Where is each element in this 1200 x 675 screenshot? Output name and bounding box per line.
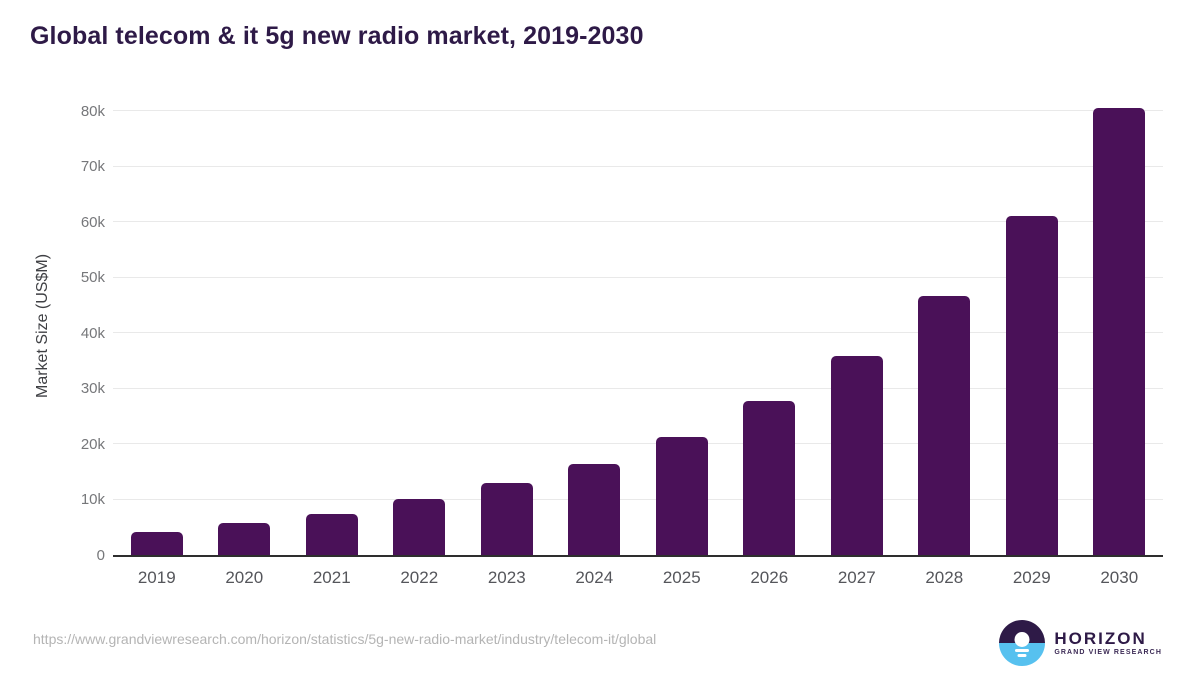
logo-brand: HORIZON — [1054, 629, 1147, 648]
bar-slot-2029 — [988, 95, 1076, 555]
bar-slot-2019 — [113, 95, 201, 555]
bar-slot-2020 — [201, 95, 289, 555]
gridline — [113, 165, 1163, 167]
bar-2029[interactable] — [1005, 215, 1058, 555]
x-tick-label-2020: 2020 — [225, 568, 264, 587]
source-url: https://www.grandviewresearch.com/horizo… — [33, 631, 657, 647]
gridline — [113, 221, 1163, 223]
bar-slot-2027 — [813, 95, 901, 555]
x-tick-label-2029: 2029 — [1012, 568, 1051, 587]
x-tick-label-2019: 2019 — [137, 568, 176, 587]
y-tick-label: 0 — [96, 547, 105, 564]
sun-icon — [1014, 632, 1030, 647]
bar-2024[interactable] — [568, 463, 621, 555]
bar-slot-2030 — [1076, 95, 1164, 555]
bar-2021[interactable] — [305, 513, 358, 555]
logo-subbrand: GRAND VIEW RESEARCH — [1054, 649, 1162, 656]
x-tick-label-2027: 2027 — [837, 568, 876, 587]
bar-2028[interactable] — [918, 296, 971, 555]
bar-slot-2026 — [726, 95, 814, 555]
gridline — [113, 276, 1163, 278]
plot-area — [113, 95, 1163, 557]
x-tick-label-2025: 2025 — [662, 568, 701, 587]
logo-text: HORIZON GRAND VIEW RESEARCH — [1054, 629, 1162, 657]
bar-slot-2023 — [463, 95, 551, 555]
x-axis-tick-labels: 2019 2020 2021 2022 2023 2024 2025 2026 2027 2028… — [113, 568, 1163, 588]
x-tick-label-2021: 2021 — [312, 568, 351, 587]
gridline — [113, 443, 1163, 445]
bar-slot-2021 — [288, 95, 376, 555]
y-tick-label: 70k — [80, 158, 105, 176]
gridline — [113, 498, 1163, 500]
horizon-logo: HORIZON GRAND VIEW RESEARCH — [999, 620, 1162, 666]
ripple-icon — [1017, 654, 1027, 657]
bars-container — [113, 95, 1163, 555]
bar-slot-2024 — [551, 95, 639, 555]
y-tick-label: 40k — [80, 324, 105, 342]
ripple-icon — [1015, 649, 1030, 652]
x-tick-label-2028: 2028 — [925, 568, 964, 587]
y-tick-label: 10k — [80, 491, 105, 509]
chart-title: Global telecom & it 5g new radio market,… — [30, 22, 644, 50]
bar-2019[interactable] — [130, 531, 183, 555]
x-tick-label-2023: 2023 — [487, 568, 526, 587]
x-tick-label-2022: 2022 — [400, 568, 439, 587]
bar-slot-2028 — [901, 95, 989, 555]
bar-2022[interactable] — [393, 499, 446, 555]
gridline — [113, 332, 1163, 334]
bar-2020[interactable] — [218, 523, 271, 555]
bar-2023[interactable] — [480, 483, 533, 555]
gridline — [113, 387, 1163, 389]
x-tick-label-2026: 2026 — [750, 568, 789, 587]
y-tick-label: 50k — [80, 269, 105, 287]
bar-2027[interactable] — [830, 356, 883, 555]
x-tick-label-2024: 2024 — [575, 568, 614, 587]
x-tick-label-2030: 2030 — [1100, 568, 1139, 587]
bar-slot-2022 — [376, 95, 464, 555]
horizon-logo-icon — [999, 620, 1046, 666]
bar-2030[interactable] — [1093, 108, 1146, 555]
gridline — [113, 110, 1163, 112]
y-tick-label: 80k — [80, 102, 105, 120]
y-tick-label: 30k — [80, 380, 105, 398]
y-tick-label: 60k — [80, 213, 105, 231]
bar-2026[interactable] — [743, 401, 796, 555]
y-tick-label: 20k — [80, 435, 105, 453]
y-axis-tick-labels: 0 10k 20k 30k 40k 50k 60k 70k 80k — [0, 95, 105, 564]
bar-2025[interactable] — [655, 437, 708, 555]
bar-slot-2025 — [638, 95, 726, 555]
